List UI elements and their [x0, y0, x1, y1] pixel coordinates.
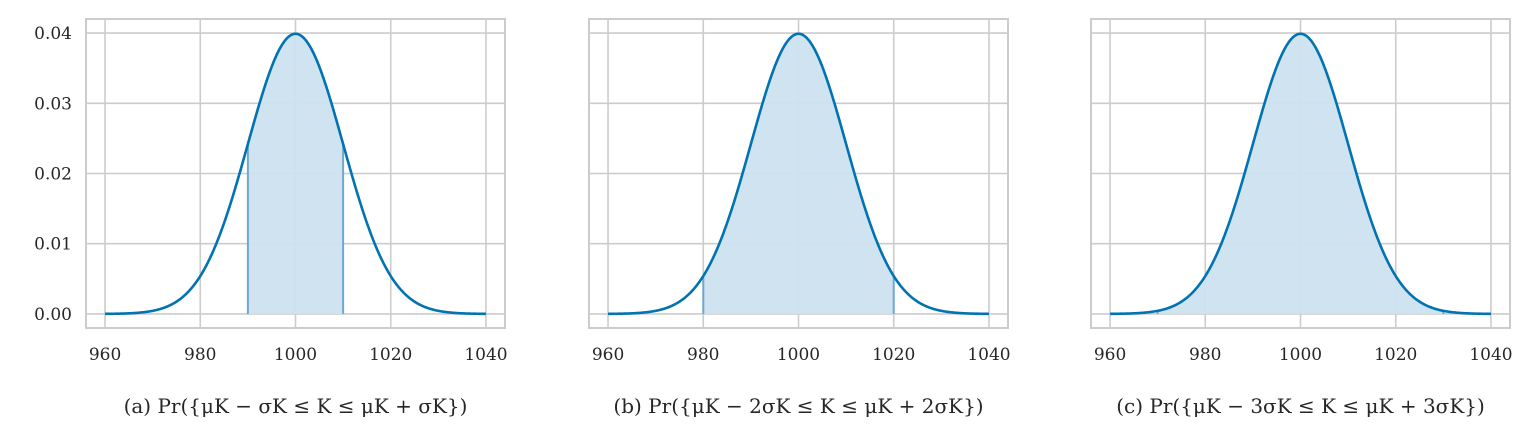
y-tick-label: 0.01 [34, 235, 72, 255]
x-tick-label: 1000 [1279, 345, 1322, 365]
y-tick-label: 0.04 [34, 24, 72, 44]
x-tick-label: 980 [1189, 345, 1221, 365]
axes-frame [1090, 18, 1511, 329]
y-tick-label: 0.03 [34, 94, 72, 114]
x-tick-label: 960 [592, 345, 624, 365]
x-tick-label: 1040 [1469, 345, 1512, 365]
x-tick-label: 1020 [1374, 345, 1417, 365]
x-tick-label: 960 [89, 345, 121, 365]
density-curve [105, 32, 486, 316]
x-tick-label: 1020 [872, 345, 915, 365]
shaded-probability-area [1157, 33, 1444, 314]
panel-caption: (a) Pr({μK − σK ≤ K ≤ μK + σK}) [124, 394, 468, 418]
x-tick-label: 1000 [777, 345, 820, 365]
density-curve [608, 32, 989, 316]
chart-panel-1: 960 980 1000 1020 1040 0.00 0.01 0.02 0.03 0.04 (a… [34, 18, 508, 418]
chart-panel-3: 960 980 1000 1020 1040 (c) Pr({μK − 3σK ≤ K ≤… [1090, 18, 1513, 418]
x-tick-label: 1040 [967, 345, 1010, 365]
x-tick-label: 980 [184, 345, 216, 365]
axes-frame [588, 18, 1009, 329]
x-tick-label: 980 [687, 345, 719, 365]
panel-caption: (c) Pr({μK − 3σK ≤ K ≤ μK + 3σK}) [1116, 394, 1485, 418]
x-tick-label: 1040 [464, 345, 507, 365]
y-tick-label: 0.02 [34, 165, 72, 185]
panel-caption: (b) Pr({μK − 2σK ≤ K ≤ μK + 2σK}) [613, 394, 983, 418]
x-tick-label: 960 [1094, 345, 1126, 365]
x-tick-label: 1020 [369, 345, 412, 365]
x-tick-label: 1000 [274, 345, 317, 365]
density-curve [1110, 32, 1491, 316]
y-tick-label: 0.00 [34, 305, 72, 325]
axes-frame [85, 18, 506, 329]
shaded-probability-area [703, 33, 894, 314]
chart-panel-2: 960 980 1000 1020 1040 (b) Pr({μK − 2σK ≤ K ≤… [588, 18, 1011, 418]
shaded-probability-area [247, 33, 344, 314]
